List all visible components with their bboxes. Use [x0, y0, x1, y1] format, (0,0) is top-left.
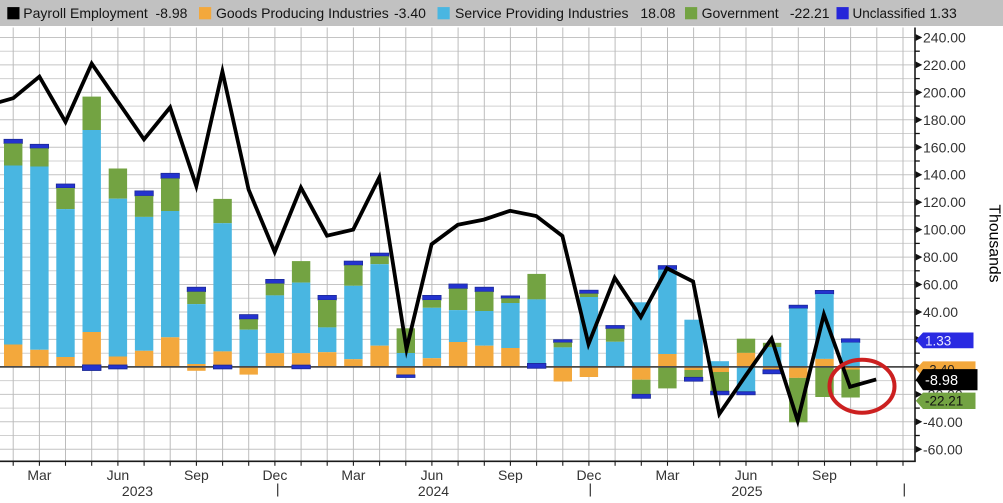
- svg-text:Jun: Jun: [107, 467, 130, 483]
- svg-text:-3.40: -3.40: [394, 5, 426, 21]
- svg-text:Goods Producing Industries: Goods Producing Industries: [216, 5, 389, 21]
- svg-text:100.00: 100.00: [923, 222, 966, 238]
- svg-text:160.00: 160.00: [923, 139, 966, 155]
- svg-text:1.33: 1.33: [930, 5, 957, 21]
- svg-text:Mar: Mar: [27, 467, 51, 483]
- svg-text:Sep: Sep: [184, 467, 209, 483]
- svg-text:40.00: 40.00: [923, 304, 958, 320]
- svg-text:140.00: 140.00: [923, 167, 966, 183]
- svg-text:220.00: 220.00: [923, 57, 966, 73]
- svg-text:Jun: Jun: [735, 467, 758, 483]
- svg-text:-60.00: -60.00: [923, 441, 963, 457]
- svg-text:2024: 2024: [418, 483, 449, 499]
- svg-text:-22.21: -22.21: [925, 394, 963, 409]
- svg-text:Government: Government: [702, 5, 779, 21]
- svg-text:240.00: 240.00: [923, 30, 966, 46]
- svg-text:2023: 2023: [122, 483, 153, 499]
- svg-text:-8.98: -8.98: [925, 373, 958, 389]
- svg-text:Service Providing Industries: Service Providing Industries: [455, 5, 629, 21]
- svg-text:180.00: 180.00: [923, 112, 966, 128]
- svg-text:2025: 2025: [731, 483, 762, 499]
- svg-text:-22.21: -22.21: [790, 5, 830, 21]
- svg-text:Mar: Mar: [655, 467, 679, 483]
- svg-text:200.00: 200.00: [923, 84, 966, 100]
- svg-text:Sep: Sep: [498, 467, 523, 483]
- svg-text:Sep: Sep: [812, 467, 837, 483]
- svg-text:120.00: 120.00: [923, 194, 966, 210]
- svg-text:Thousands: Thousands: [986, 204, 1003, 282]
- svg-text:1.33: 1.33: [925, 333, 951, 348]
- svg-text:Dec: Dec: [262, 467, 287, 483]
- svg-text:Dec: Dec: [576, 467, 601, 483]
- svg-text:Payroll Employment: Payroll Employment: [23, 5, 148, 21]
- svg-text:80.00: 80.00: [923, 249, 958, 265]
- svg-text:60.00: 60.00: [923, 277, 958, 293]
- svg-text:Mar: Mar: [341, 467, 365, 483]
- svg-text:18.08: 18.08: [640, 5, 675, 21]
- svg-text:Jun: Jun: [421, 467, 444, 483]
- svg-text:-40.00: -40.00: [923, 414, 963, 430]
- svg-text:Unclassified: Unclassified: [853, 6, 926, 21]
- svg-text:-8.98: -8.98: [156, 5, 188, 21]
